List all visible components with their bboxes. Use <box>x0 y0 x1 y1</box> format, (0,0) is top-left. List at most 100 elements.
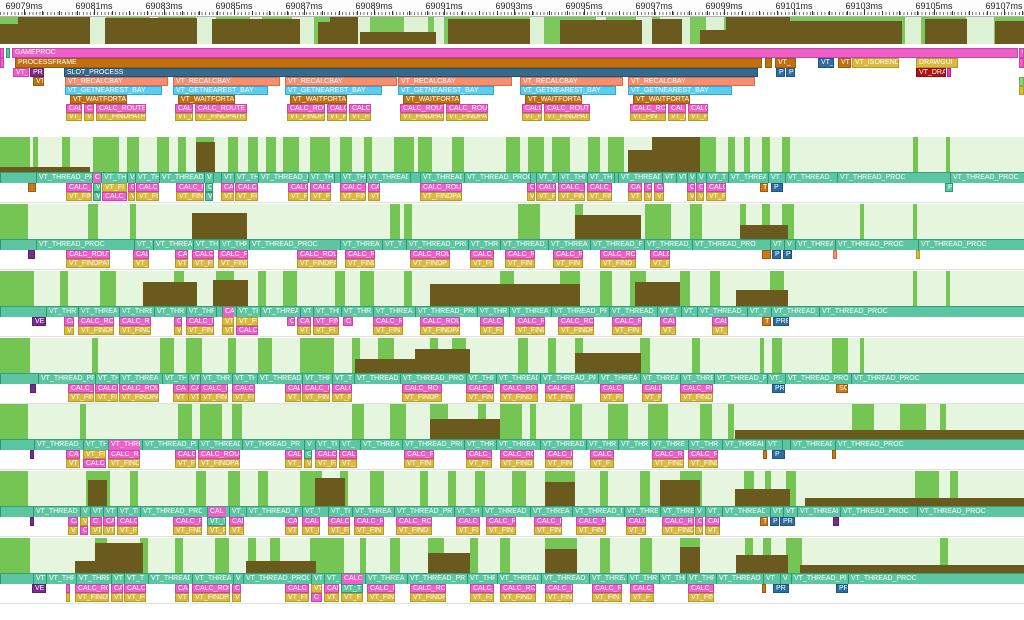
span-vt[interactable]: VT <box>221 192 234 201</box>
span-calc_rou[interactable]: CALC_ROU <box>630 104 666 113</box>
thread-span-vt_thread_proc[interactable]: VT_THREAD_PROC <box>819 307 1024 317</box>
span-calc[interactable]: CALC <box>124 584 146 593</box>
thread-span-vt_thread_proc[interactable]: VT_THREAD_PROC <box>950 173 1024 183</box>
span-calc_ro[interactable]: CALC_RO <box>652 450 684 459</box>
thread-span-vt_thread_pr[interactable]: VT_THREAD_PR <box>551 307 607 317</box>
span-vt_waitfortasks[interactable]: VT_WAITFORTASKS <box>70 95 127 104</box>
thread-span-vt_thread_p[interactable]: VT_THREAD_P <box>797 507 838 517</box>
profiler-span[interactable] <box>30 517 34 526</box>
thread-span[interactable] <box>0 374 36 384</box>
span-vt_t[interactable]: VT_T <box>207 517 226 526</box>
span-calc_r[interactable]: CALC_R <box>373 317 403 326</box>
thread-activity-band[interactable] <box>0 204 1024 239</box>
span-vt_f[interactable]: VT_F <box>66 113 82 121</box>
span-calc_r[interactable]: CALC_R <box>192 250 214 259</box>
thread-span-vt_thread_p[interactable]: VT_THREAD_P <box>572 507 622 517</box>
thread-span-vt_th[interactable]: VT_TH <box>232 374 255 384</box>
span-vt_fin[interactable]: VT_FIN <box>83 450 106 459</box>
thread-span-vt_thread[interactable]: VT_THREAD <box>728 173 766 183</box>
span-vt[interactable]: VT <box>84 113 94 121</box>
span-vt_findpat[interactable]: VT_FINDPAT <box>662 526 694 535</box>
span-vt[interactable]: VT <box>68 526 78 535</box>
span-calc[interactable]: CALC <box>175 104 193 113</box>
profiler-span[interactable] <box>66 593 70 602</box>
profiler-span[interactable] <box>28 183 36 192</box>
span-vt_findp[interactable]: VT_FINDP <box>410 593 446 602</box>
thread-span-vt_[interactable]: VT_ <box>705 507 720 517</box>
thread-span-vt_thread_pr[interactable]: VT_THREAD_PR <box>540 374 596 384</box>
thread-span-vt_thread[interactable]: VT_THREAD <box>530 507 570 517</box>
span-calc_[interactable]: CALC_ <box>600 384 624 393</box>
thread-span-vt_th[interactable]: VT_TH <box>454 507 480 517</box>
span-vt_recalcbay[interactable]: VT_RECALCBAY <box>285 77 397 86</box>
span-so[interactable]: SO <box>836 384 848 393</box>
thread-span-vt_[interactable]: VT_ <box>300 307 311 317</box>
span-p[interactable]: P <box>772 450 785 459</box>
span-vt_fi[interactable]: VT_FI <box>668 113 686 121</box>
span-vt_findpath[interactable]: VT_FINDPATH <box>66 259 110 268</box>
thread-span-vt_[interactable]: VT_ <box>767 374 782 384</box>
thread-span-vt_th[interactable]: VT_TH <box>315 440 337 450</box>
span-vt_find[interactable]: VT_FIND <box>500 459 534 468</box>
span-vt_findp[interactable]: VT_FINDP <box>688 459 718 468</box>
span-vt_fi[interactable]: VT_FI <box>207 526 226 535</box>
span-vt_fi[interactable]: VT_FI <box>235 192 258 201</box>
span-vt_fi[interactable]: VT_FI <box>470 593 494 602</box>
span-vt_findpath[interactable]: VT_FINDPATH <box>400 113 444 121</box>
thread-span-vt[interactable]: VT <box>770 240 783 250</box>
thread-span-vt_thread_p[interactable]: VT_THREAD_P <box>644 240 690 250</box>
span-vt_findpa[interactable]: VT_FINDPA <box>420 326 460 335</box>
thread-span-vt_thr[interactable]: VT_THR <box>467 574 495 584</box>
thread-span-v[interactable]: V <box>204 173 213 183</box>
span-v[interactable]: V <box>128 192 135 201</box>
span-vt_findpath[interactable]: VT_FINDPATH <box>96 113 146 121</box>
thread-span-vt_thread_pro[interactable]: VT_THREAD_PRO <box>692 240 768 250</box>
span-calc_ro[interactable]: CALC_RO <box>119 317 151 326</box>
span-v[interactable]: V <box>80 517 88 526</box>
thread-span[interactable] <box>530 173 536 183</box>
thread-span-vt_thread_proc[interactable]: VT_THREAD_PROC <box>835 240 916 250</box>
span-vt_fin[interactable]: VT_FIN <box>68 393 94 402</box>
span-cal[interactable]: CAL <box>712 317 728 326</box>
thread-span-vt_thread_[interactable]: VT_THREAD_ <box>795 240 833 250</box>
span-vt_fin[interactable]: VT_FIN <box>545 393 575 402</box>
span-calc_ro[interactable]: CALC_RO <box>396 517 432 526</box>
thread-span-vt_thread_proc[interactable]: VT_THREAD_PROC <box>464 173 530 183</box>
span-calc_r[interactable]: CALC_R <box>534 517 562 526</box>
thread-span-vt_thread_p[interactable]: VT_THREAD_P <box>722 507 765 517</box>
span-calc_r[interactable]: CALC_R <box>486 517 516 526</box>
span-c[interactable]: C <box>304 450 312 459</box>
span-vt_fi[interactable]: VT_FI <box>332 393 352 402</box>
span-vt_[interactable]: VT_ <box>297 326 311 335</box>
span-cal[interactable]: CAL <box>297 317 311 326</box>
span-vt[interactable]: VT <box>188 393 200 402</box>
span-vt_fi[interactable]: VT_FI <box>117 526 138 535</box>
thread-span[interactable] <box>334 173 340 183</box>
thread-span-vt_thread[interactable]: VT_THREAD <box>373 307 413 317</box>
span-vt_getnearest_bay[interactable]: VT_GETNEAREST_BAY <box>285 86 382 95</box>
span-vt_fin[interactable]: VT_FIN <box>505 259 535 268</box>
span-vt_fin[interactable]: VT_FIN <box>486 526 516 535</box>
thread-span-vt_threa[interactable]: VT_THREA <box>680 374 713 384</box>
thread-span-vt_thread_p[interactable]: VT_THREAD_P <box>618 173 660 183</box>
span-c[interactable]: C <box>80 526 88 535</box>
thread-span[interactable] <box>782 440 788 450</box>
span-vt_fin[interactable]: VT_FIN <box>66 192 92 201</box>
thread-span-vt_thr[interactable]: VT_THR <box>659 574 685 584</box>
thread-span-vt_thread_pro[interactable]: VT_THREAD_PRO <box>415 307 475 317</box>
span-vt_waitfortasks[interactable]: VT_WAITFORTASKS <box>633 95 690 104</box>
span-c[interactable]: C <box>527 183 535 192</box>
thread-span-vt_t[interactable]: VT_T <box>382 240 404 250</box>
span-vt_[interactable]: VT_ <box>775 58 796 68</box>
span-vt_fin[interactable]: VT_FIN <box>587 192 612 201</box>
span-vt_find[interactable]: VT_FIND <box>396 526 432 535</box>
span-vt_fi[interactable]: VT_FI <box>102 183 127 192</box>
thread-span[interactable] <box>614 173 618 183</box>
span-vt_findpa[interactable]: VT_FINDPA <box>287 113 325 121</box>
span-calc_r[interactable]: CALC_R <box>466 384 494 393</box>
thread-activity-band[interactable] <box>0 137 1024 172</box>
thread-span-vt_threa[interactable]: VT_THREA <box>76 574 109 584</box>
profiler-span[interactable] <box>765 58 772 68</box>
span-vt_findpath[interactable]: VT_FINDPATH <box>544 113 590 121</box>
span-vt_fi[interactable]: VT_FI <box>456 526 480 535</box>
